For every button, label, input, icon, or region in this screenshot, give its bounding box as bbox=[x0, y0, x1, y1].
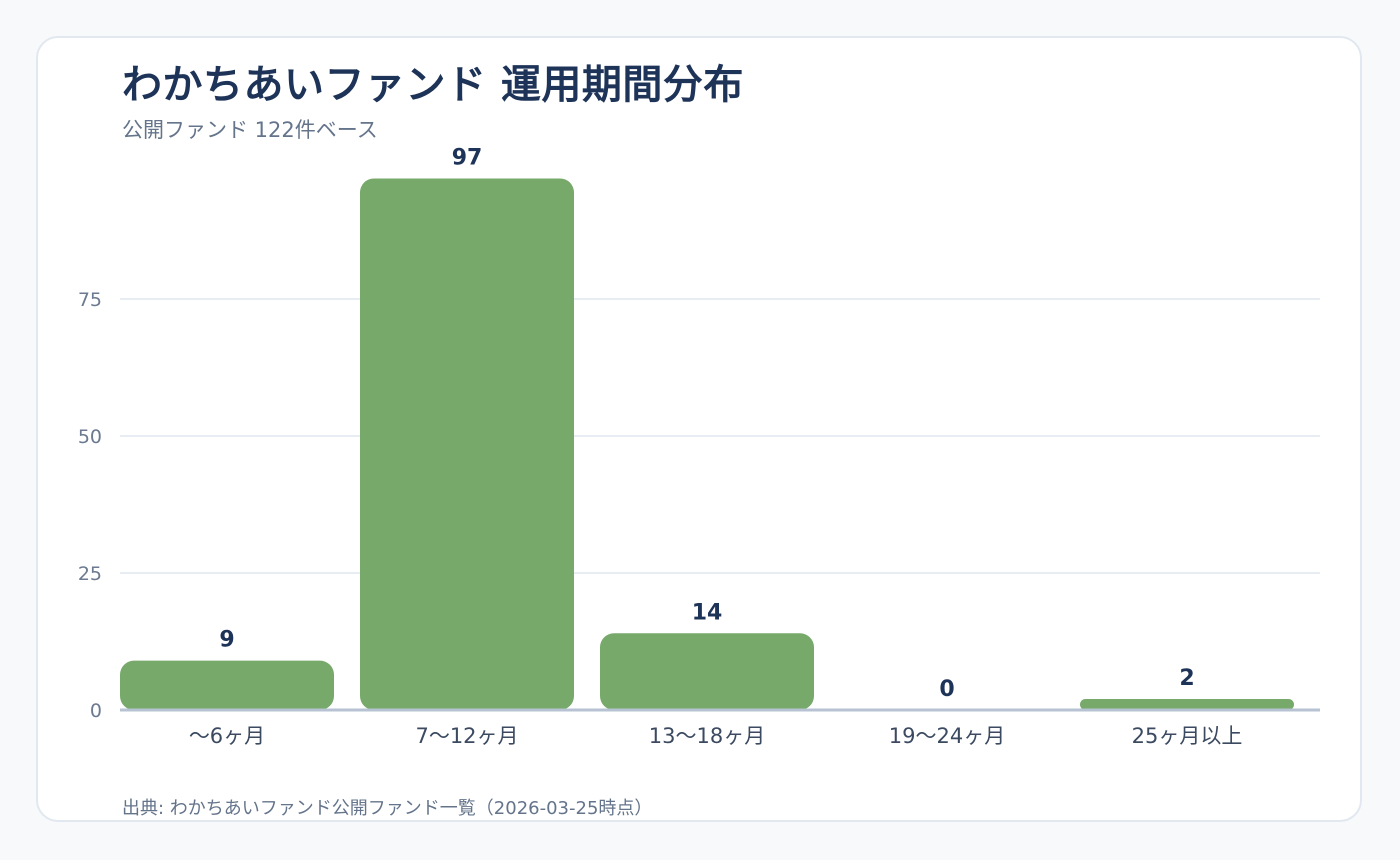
bar-value-label: 97 bbox=[452, 145, 483, 170]
y-axis-tick-labels: 0 25 50 75 bbox=[78, 289, 102, 722]
y-tick-label: 50 bbox=[78, 426, 102, 448]
bar bbox=[600, 633, 814, 710]
y-tick-label: 25 bbox=[78, 563, 102, 585]
x-tick-label: 13〜18ヶ月 bbox=[649, 724, 765, 748]
x-axis-tick-labels: 〜6ヶ月 7〜12ヶ月 13〜18ヶ月 19〜24ヶ月 25ヶ月以上 bbox=[189, 724, 1243, 748]
bar-value-label: 2 bbox=[1179, 666, 1194, 691]
x-tick-label: 19〜24ヶ月 bbox=[889, 724, 1005, 748]
bar-value-label: 9 bbox=[219, 628, 234, 653]
x-tick-label: 〜6ヶ月 bbox=[189, 724, 265, 748]
chart-subtitle: 公開ファンド 122件ベース bbox=[122, 118, 378, 142]
bar-value-label: 14 bbox=[692, 600, 723, 625]
y-tick-label: 0 bbox=[90, 700, 102, 722]
bar bbox=[120, 660, 334, 710]
bar-value-label: 0 bbox=[939, 677, 954, 702]
chart-title: わかちあいファンド 運用期間分布 bbox=[122, 62, 744, 108]
bar-value-labels: 9 97 14 0 2 bbox=[219, 145, 1194, 702]
y-tick-label: 75 bbox=[78, 289, 102, 311]
grid-lines bbox=[120, 298, 1320, 574]
bar bbox=[1080, 699, 1294, 710]
chart-source: 出典: わかちあいファンド公開ファンド一覧（2026-03-25時点） bbox=[122, 798, 653, 819]
x-tick-label: 25ヶ月以上 bbox=[1132, 724, 1243, 748]
x-tick-label: 7〜12ヶ月 bbox=[415, 724, 518, 748]
bar bbox=[360, 178, 574, 710]
bars bbox=[120, 178, 1294, 710]
